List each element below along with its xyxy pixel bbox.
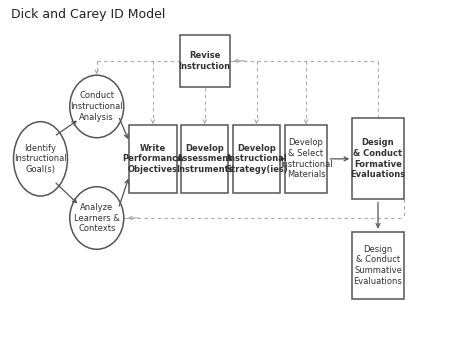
Text: Develop
Instructional
Strategy(ies): Develop Instructional Strategy(ies) xyxy=(225,144,288,174)
Text: Develop
& Select
Instructional
Materials: Develop & Select Instructional Materials xyxy=(280,138,332,179)
Text: Develop
Assessment
Instruments: Develop Assessment Instruments xyxy=(176,144,234,174)
Text: Identify
Instructional
Goal(s): Identify Instructional Goal(s) xyxy=(14,144,67,174)
Ellipse shape xyxy=(14,122,68,196)
FancyBboxPatch shape xyxy=(352,232,404,299)
Text: Design
& Conduct
Formative
Evaluations: Design & Conduct Formative Evaluations xyxy=(351,138,405,179)
Ellipse shape xyxy=(70,75,124,138)
Text: Revise
Instruction: Revise Instruction xyxy=(179,51,231,71)
Text: Write
Performance
Objectives: Write Performance Objectives xyxy=(122,144,184,174)
FancyBboxPatch shape xyxy=(233,125,280,193)
FancyBboxPatch shape xyxy=(284,125,328,193)
FancyBboxPatch shape xyxy=(352,118,404,199)
FancyBboxPatch shape xyxy=(180,35,230,87)
Ellipse shape xyxy=(70,187,124,249)
FancyBboxPatch shape xyxy=(181,125,229,193)
FancyBboxPatch shape xyxy=(130,125,176,193)
Text: Dick and Carey ID Model: Dick and Carey ID Model xyxy=(11,8,166,21)
Text: Design
& Conduct
Summative
Evaluations: Design & Conduct Summative Evaluations xyxy=(354,245,402,286)
Text: Analyze
Learners &
Contexts: Analyze Learners & Contexts xyxy=(74,203,120,233)
Text: Conduct
Instructional
Analysis: Conduct Instructional Analysis xyxy=(71,91,123,122)
